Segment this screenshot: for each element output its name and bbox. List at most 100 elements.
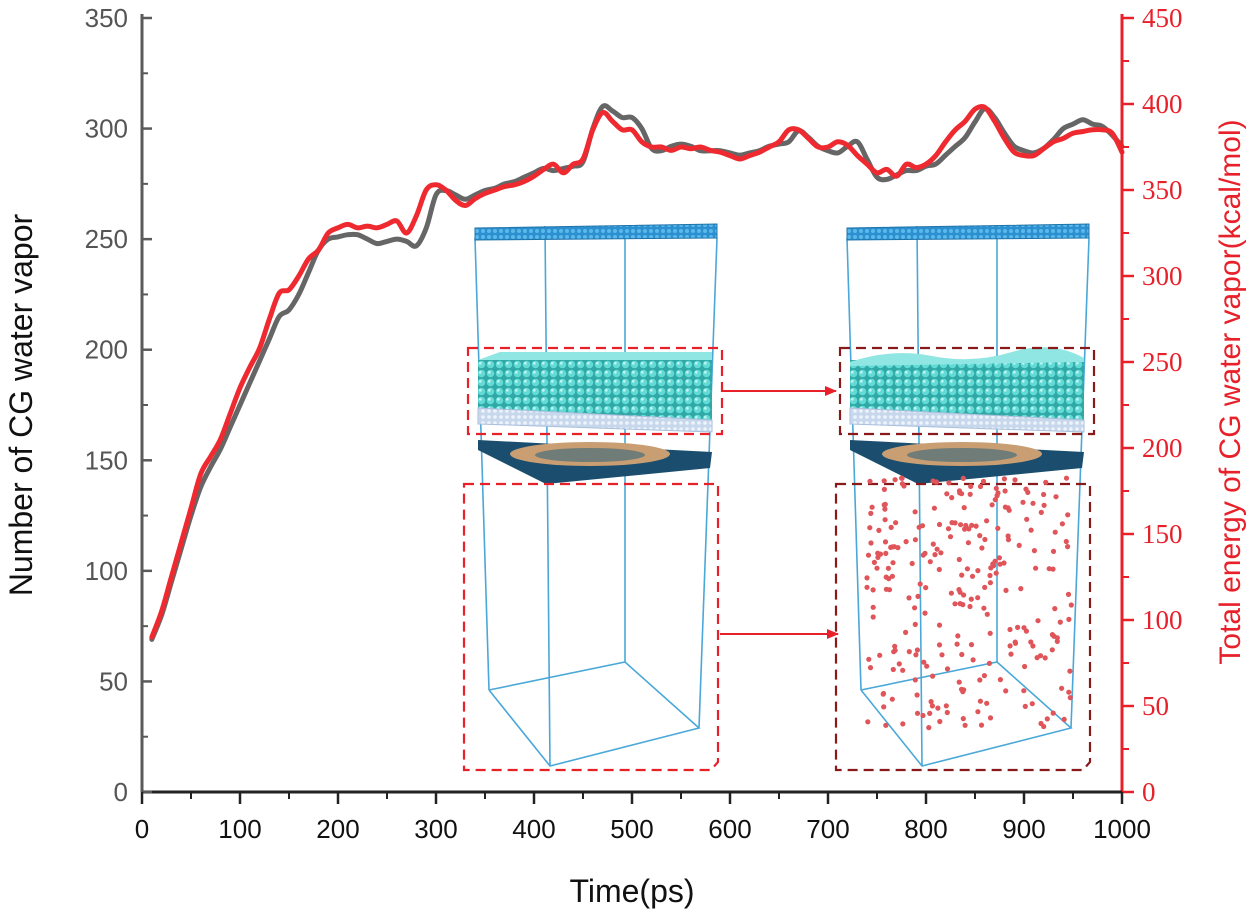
x-tick-label: 100 bbox=[218, 814, 261, 844]
water-top bbox=[478, 352, 712, 360]
vapor-particle bbox=[960, 475, 966, 481]
vapor-particle bbox=[914, 692, 920, 698]
vapor-particle bbox=[870, 604, 876, 610]
vapor-particle bbox=[997, 677, 1004, 683]
y2-tick-label: 250 bbox=[1142, 347, 1183, 377]
vapor-particle bbox=[981, 673, 988, 679]
selection-box-vapor bbox=[834, 482, 1092, 772]
water-top bbox=[850, 347, 1084, 366]
vapor-particle bbox=[881, 502, 887, 508]
vapor-particle bbox=[968, 596, 974, 602]
vapor-particle bbox=[883, 550, 889, 557]
y-tick-label: 100 bbox=[85, 556, 128, 586]
vapor-particle bbox=[956, 587, 962, 593]
vapor-particle bbox=[913, 652, 919, 658]
vapor-particle bbox=[874, 565, 880, 571]
vapor-particle bbox=[867, 665, 874, 671]
vapor-particle bbox=[1054, 638, 1060, 645]
y-tick-label: 300 bbox=[85, 114, 128, 144]
vapor-particle bbox=[1052, 529, 1058, 535]
vapor-particle bbox=[1053, 494, 1059, 500]
vapor-particle bbox=[1052, 606, 1058, 612]
vapor-particle bbox=[912, 509, 918, 515]
vapor-particle bbox=[868, 540, 874, 546]
vapor-particle bbox=[1067, 668, 1073, 674]
vapor-particle bbox=[944, 709, 950, 716]
x-tick-label: 700 bbox=[806, 814, 849, 844]
vapor-particle bbox=[924, 663, 930, 669]
vapor-particle bbox=[912, 537, 919, 543]
box-wireframe bbox=[846, 225, 1090, 767]
vapor-particle bbox=[987, 580, 994, 586]
x-tick-label: 400 bbox=[512, 814, 555, 844]
vapor-particle bbox=[1015, 624, 1021, 631]
vapor-particle bbox=[1012, 477, 1018, 483]
vapor-particle bbox=[1046, 566, 1052, 572]
vapor-particle bbox=[1065, 512, 1071, 518]
vapor-particle bbox=[1061, 716, 1067, 723]
vapor-particle bbox=[937, 718, 943, 725]
vapor-particle bbox=[870, 614, 876, 620]
vapor-particle bbox=[923, 585, 929, 591]
vapor-particle bbox=[866, 656, 872, 662]
vapor-particle bbox=[1050, 548, 1057, 555]
vapor-particle bbox=[1050, 566, 1056, 572]
series-line-count bbox=[149, 103, 1125, 642]
top-slab bbox=[474, 223, 718, 241]
vapor-particle bbox=[931, 505, 938, 511]
vapor-particle bbox=[1065, 591, 1072, 598]
vapor-particle bbox=[864, 584, 870, 590]
box-edge bbox=[846, 237, 862, 691]
vapor-particle bbox=[896, 661, 902, 667]
vapor-particle bbox=[992, 497, 998, 503]
y2-tick-label: 450 bbox=[1142, 3, 1183, 33]
vapor-particle bbox=[1049, 632, 1055, 638]
vapor-particle bbox=[962, 722, 968, 728]
vapor-particle bbox=[914, 710, 921, 716]
vapor-particle bbox=[956, 556, 962, 563]
vapor-particle bbox=[957, 490, 963, 496]
vapor-particle bbox=[877, 652, 883, 658]
box-edge bbox=[474, 237, 490, 691]
vapor-particle bbox=[970, 657, 976, 663]
vapor-particle bbox=[892, 643, 898, 649]
vapor-particle bbox=[1063, 475, 1070, 481]
y-axis-label: Number of CG water vapor bbox=[3, 213, 39, 596]
vapor-particle bbox=[960, 716, 966, 722]
vapor-particle bbox=[865, 719, 871, 725]
vapor-particle bbox=[936, 642, 943, 648]
vapor-particle bbox=[882, 506, 888, 512]
vapor-particle bbox=[987, 572, 993, 579]
y2-tick-label: 200 bbox=[1142, 433, 1183, 463]
vapor-particle bbox=[934, 546, 940, 552]
water-block bbox=[850, 360, 1084, 420]
vapor-particle bbox=[906, 649, 912, 655]
y2-tick-label: 100 bbox=[1142, 605, 1183, 635]
vapor-particle bbox=[947, 534, 954, 540]
vapor-particle bbox=[967, 491, 973, 497]
vapor-particle bbox=[949, 495, 955, 501]
vapor-particle bbox=[927, 710, 933, 717]
vapor-particle bbox=[921, 659, 927, 665]
vapor-particle bbox=[977, 677, 983, 683]
vapor-particle bbox=[1025, 489, 1031, 495]
simulation-box-before bbox=[462, 223, 724, 772]
vapor-particle bbox=[1012, 639, 1018, 645]
vapor-particle bbox=[1041, 502, 1047, 508]
vapor-particle bbox=[876, 527, 882, 534]
vapor-particle bbox=[973, 523, 979, 529]
box-edge bbox=[916, 225, 923, 767]
vapor-particle bbox=[903, 539, 909, 545]
vapor-particle bbox=[912, 677, 918, 683]
vapor-particle bbox=[1001, 560, 1007, 566]
y2-tick-label: 400 bbox=[1142, 89, 1183, 119]
vapor-particle bbox=[892, 477, 898, 483]
vapor-particle bbox=[912, 621, 918, 628]
vapor-particle bbox=[1057, 619, 1063, 625]
vapor-particle bbox=[932, 552, 938, 558]
vapor-particle bbox=[867, 478, 873, 484]
vapor-particle bbox=[962, 526, 968, 532]
vapor-particle bbox=[891, 544, 897, 550]
vapor-particle bbox=[900, 667, 906, 673]
vapor-particle bbox=[912, 605, 918, 611]
